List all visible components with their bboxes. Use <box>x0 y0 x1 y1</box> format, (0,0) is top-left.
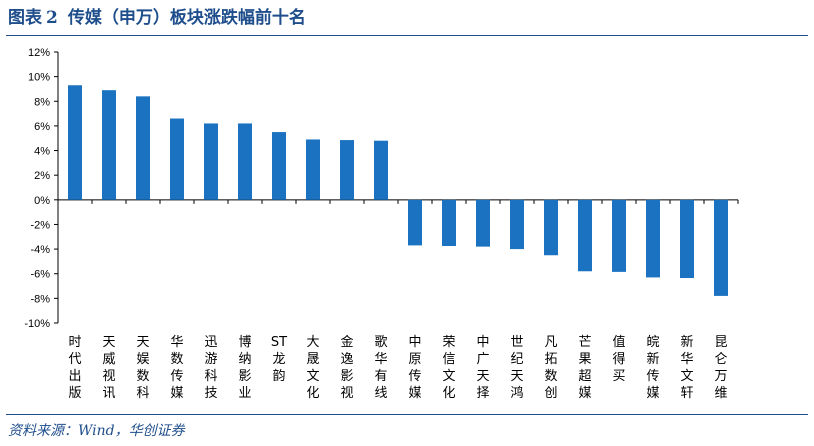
bar-10 <box>374 140 388 200</box>
category-label-20: 昆仑万维 <box>714 335 727 401</box>
source-rule <box>6 414 808 415</box>
category-label-17: 值得买 <box>612 334 625 384</box>
bar-14 <box>510 199 524 250</box>
bar-13 <box>476 199 490 247</box>
category-label-13: 中广天择 <box>476 335 489 401</box>
bar-20 <box>714 199 728 296</box>
bar-18 <box>646 199 660 278</box>
source-note: 资料来源：Wind，华创证券 <box>8 423 185 439</box>
figure-label: 图表 <box>8 8 42 28</box>
category-label-14: 世纪天鸿 <box>510 335 523 401</box>
category-label-19: 新华文轩 <box>680 334 693 401</box>
title-rule <box>6 35 808 36</box>
category-label-6: 博纳影业 <box>238 335 251 401</box>
category-label-10: 歌华有线 <box>374 335 387 401</box>
bar-7 <box>272 132 286 200</box>
figure-title: 图表 2 传媒（申万）板块涨跌幅前十名 <box>8 6 306 30</box>
y-tick-label: -2% <box>30 219 50 231</box>
y-tick-label: -10% <box>24 318 50 330</box>
category-label-2: 天威视讯 <box>102 335 115 401</box>
category-label-7: ST 龙韵 <box>271 335 287 384</box>
category-label-11: 中原传媒 <box>408 335 421 401</box>
y-tick-label: 12% <box>28 47 50 59</box>
bar-2 <box>102 90 116 200</box>
figure-title-text: 传媒（申万）板块涨跌幅前十名 <box>67 8 306 28</box>
y-tick-label: 4% <box>34 146 50 158</box>
bar-8 <box>306 139 320 200</box>
chart-category-labels: 时代出版 天威视讯 天娱数科 华数传媒 迅游科技 博纳影业 ST 龙韵 大晟文化 金逸影视 歌华有线… <box>68 334 727 401</box>
y-tick-label: 0% <box>34 195 50 207</box>
bar-15 <box>544 199 558 256</box>
bar-4 <box>170 118 184 200</box>
category-label-5: 迅游科技 <box>204 335 217 401</box>
category-label-1: 时代出版 <box>68 335 81 401</box>
y-tick-label: 2% <box>34 170 50 182</box>
category-label-16: 芒果超媒 <box>578 334 591 401</box>
category-label-18: 皖新传媒 <box>646 335 659 401</box>
category-label-9: 金逸影视 <box>340 334 353 401</box>
bar-12 <box>442 199 456 247</box>
bar-17 <box>612 199 626 272</box>
bar-9 <box>340 140 354 200</box>
bar-11 <box>408 199 422 246</box>
bar-16 <box>578 199 592 272</box>
bar-5 <box>204 123 218 200</box>
category-label-12: 荣信文化 <box>442 335 455 401</box>
chart-bars <box>68 85 728 296</box>
y-tick-label: 6% <box>34 121 50 133</box>
category-label-15: 凡拓数创 <box>544 335 557 401</box>
y-tick-label: -6% <box>30 269 50 281</box>
bar-6 <box>238 123 252 200</box>
figure-number: 2 <box>46 8 58 28</box>
bar-1 <box>68 85 82 200</box>
y-tick-label: 8% <box>34 96 50 108</box>
bar-19 <box>680 199 694 279</box>
bar-3 <box>136 96 150 200</box>
y-tick-label: -8% <box>30 293 50 305</box>
category-label-8: 大晟文化 <box>306 335 319 401</box>
category-label-4: 华数传媒 <box>170 335 183 401</box>
category-label-3: 天娱数科 <box>136 335 149 401</box>
y-tick-label: 10% <box>28 72 50 84</box>
y-tick-label: -4% <box>30 244 50 256</box>
